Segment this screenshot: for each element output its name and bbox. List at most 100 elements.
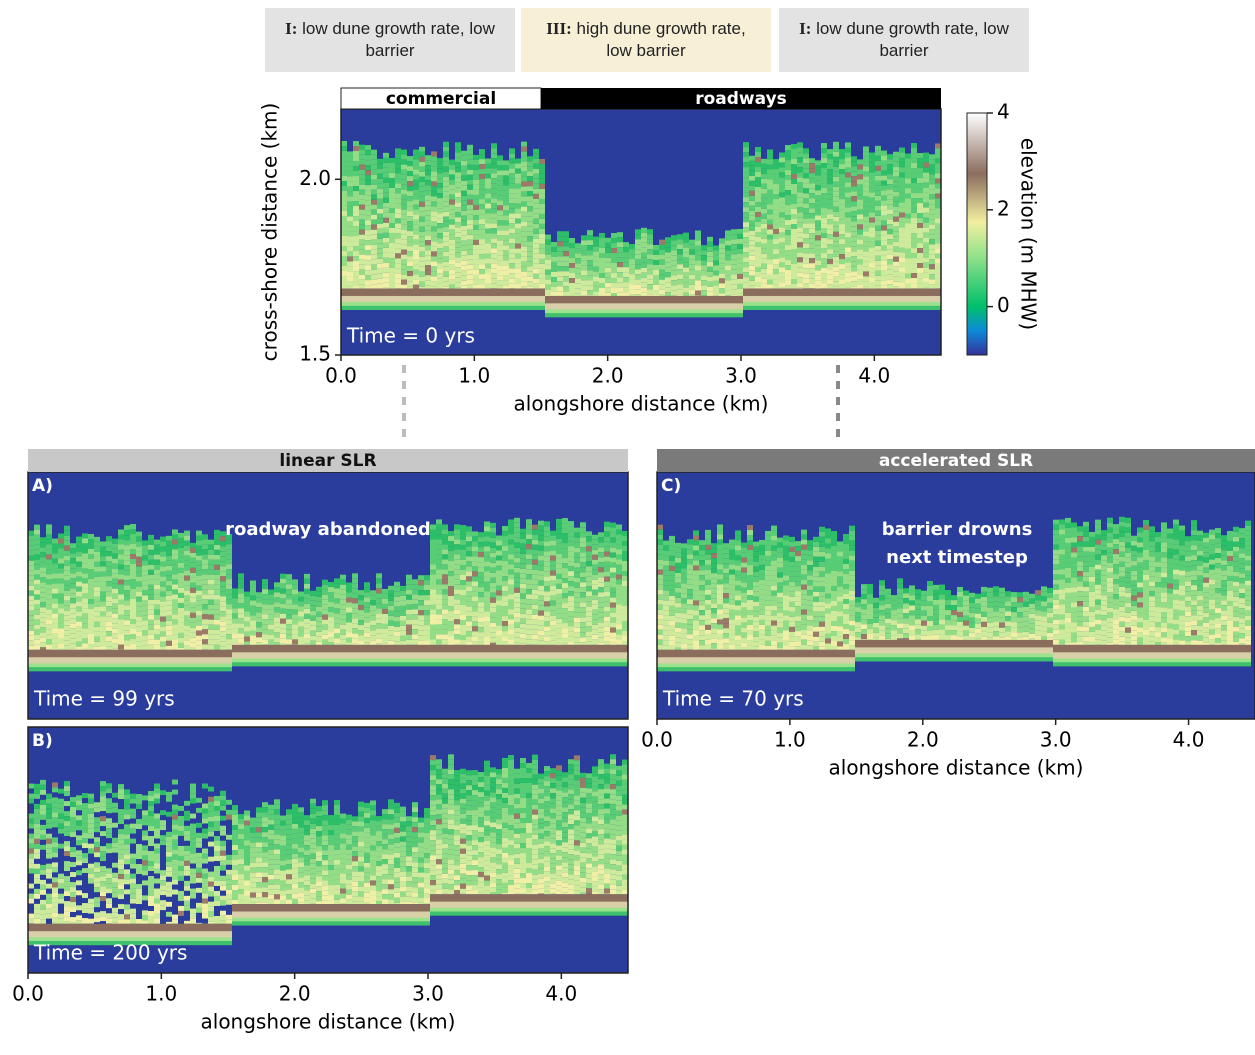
terrain-cell <box>574 603 580 608</box>
terrain-cell <box>220 621 226 626</box>
terrain-cell <box>701 270 707 275</box>
terrain-cell <box>232 633 238 638</box>
terrain-cell <box>443 247 449 252</box>
terrain-cell <box>202 569 208 574</box>
terrain-cell <box>473 235 479 240</box>
terrain-cell <box>821 233 827 238</box>
terrain-cell <box>749 166 755 171</box>
terrain-cell <box>88 534 94 539</box>
terrain-cell <box>821 143 827 148</box>
terrain-cell <box>94 622 100 627</box>
beach-band <box>581 309 587 313</box>
terrain-cell <box>550 566 556 571</box>
terrain-cell <box>905 269 911 274</box>
terrain-cell <box>556 524 562 529</box>
beach-band <box>797 306 803 310</box>
terrain-cell <box>94 617 100 622</box>
terrain-cell <box>473 175 479 180</box>
terrain-cell <box>436 554 442 559</box>
terrain-cell <box>526 594 532 599</box>
terrain-cell <box>935 283 941 288</box>
beach-band <box>899 306 905 310</box>
terrain-cell <box>142 615 148 620</box>
terrain-cell <box>538 576 544 581</box>
terrain-cell <box>497 260 503 265</box>
terrain-cell <box>418 610 424 615</box>
terrain-cell <box>124 645 130 650</box>
terrain-cell <box>857 219 863 224</box>
terrain-cell <box>526 624 532 629</box>
terrain-cell <box>725 290 731 295</box>
terrain-cell <box>827 154 833 159</box>
terrain-cell <box>767 254 773 259</box>
terrain-cell <box>106 626 112 631</box>
terrain-cell <box>683 283 689 288</box>
terrain-cell <box>232 608 238 613</box>
terrain-cell <box>46 604 52 609</box>
beach-band <box>713 313 719 317</box>
terrain-cell <box>821 173 827 178</box>
terrain-cell <box>473 275 479 280</box>
beach-band <box>232 652 238 659</box>
terrain-cell <box>370 590 376 595</box>
terrain-cell <box>905 179 911 184</box>
terrain-cell <box>148 615 154 620</box>
terrain-cell <box>208 540 214 545</box>
terrain-cell <box>821 168 827 173</box>
terrain-cell <box>184 571 190 576</box>
terrain-cell <box>743 147 749 152</box>
terrain-cell <box>509 258 515 263</box>
terrain-cell <box>82 593 88 598</box>
terrain-cell <box>341 271 347 276</box>
terrain-cell <box>599 273 605 278</box>
beach-band <box>208 650 214 658</box>
terrain-cell <box>359 150 365 155</box>
beach-band <box>677 303 683 310</box>
terrain-cell <box>347 246 353 251</box>
terrain-cell <box>280 584 286 589</box>
terrain-cell <box>238 638 244 643</box>
terrain-cell <box>803 253 809 258</box>
terrain-cell <box>538 611 544 616</box>
beach-band <box>490 662 496 666</box>
terrain-cell <box>46 579 52 584</box>
terrain-cell <box>515 164 521 169</box>
beach-band <box>587 303 593 310</box>
terrain-cell <box>449 265 455 270</box>
terrain-cell <box>388 606 394 611</box>
terrain-cell <box>701 255 707 260</box>
beach-band <box>701 296 707 304</box>
terrain-cell <box>869 228 875 233</box>
terrain-cell <box>226 579 232 584</box>
terrain-cell <box>514 603 520 608</box>
terrain-cell <box>455 217 461 222</box>
terrain-cell <box>473 220 479 225</box>
terrain-cell <box>532 590 538 595</box>
beach-band <box>568 652 574 659</box>
beach-band <box>599 296 605 304</box>
terrain-cell <box>497 175 503 180</box>
terrain-cell <box>226 604 232 609</box>
terrain-cell <box>310 591 316 596</box>
terrain-cell <box>478 602 484 607</box>
terrain-cell <box>587 230 593 235</box>
terrain-cell <box>929 274 935 279</box>
terrain-cell <box>418 615 424 620</box>
terrain-cell <box>419 202 425 207</box>
terrain-cell <box>887 284 893 288</box>
terrain-cell <box>539 164 545 169</box>
terrain-cell <box>905 234 911 239</box>
terrain-cell <box>455 282 461 287</box>
terrain-cell <box>436 574 442 579</box>
terrain-cell <box>845 262 851 267</box>
terrain-cell <box>274 627 280 632</box>
beach-band <box>767 302 773 306</box>
terrain-cell <box>544 606 550 611</box>
terrain-cell <box>857 169 863 174</box>
terrain-cell <box>869 213 875 218</box>
terrain-cell <box>28 636 34 641</box>
terrain-cell <box>863 186 869 191</box>
terrain-cell <box>665 257 671 262</box>
beach-band <box>214 663 220 667</box>
beach-band <box>202 667 208 671</box>
